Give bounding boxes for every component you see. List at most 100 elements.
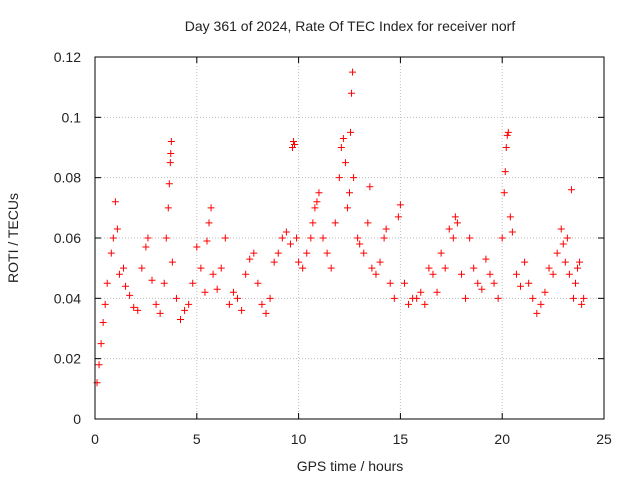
- data-point: [462, 294, 470, 302]
- data-point: [457, 270, 465, 278]
- data-point: [498, 234, 506, 242]
- data-point: [172, 294, 180, 302]
- data-point: [482, 255, 490, 263]
- data-point: [508, 228, 516, 236]
- x-tick-label: 15: [393, 431, 409, 447]
- data-point: [238, 306, 246, 314]
- data-point: [504, 128, 512, 136]
- x-tick-label: 20: [494, 431, 510, 447]
- data-point: [201, 288, 209, 296]
- data-point: [242, 270, 250, 278]
- data-point: [309, 219, 317, 227]
- y-tick-label: 0.06: [54, 230, 81, 246]
- data-point: [541, 288, 549, 296]
- data-point: [278, 234, 286, 242]
- data-point: [120, 264, 128, 272]
- data-point: [413, 294, 421, 302]
- data-point: [207, 204, 215, 212]
- data-point: [109, 234, 117, 242]
- data-point: [193, 243, 201, 251]
- data-point: [323, 249, 331, 257]
- data-point: [205, 219, 213, 227]
- data-point: [203, 237, 211, 245]
- data-point: [350, 174, 358, 182]
- data-point: [331, 219, 339, 227]
- data-point: [394, 213, 402, 221]
- data-point: [501, 168, 509, 176]
- data-point: [500, 189, 508, 197]
- data-point: [311, 204, 319, 212]
- data-point: [390, 294, 398, 302]
- data-point: [578, 300, 586, 308]
- data-point: [162, 234, 170, 242]
- data-point: [217, 264, 225, 272]
- data-point: [274, 249, 282, 257]
- data-point: [563, 234, 571, 242]
- y-tick-label: 0.08: [54, 170, 81, 186]
- data-point: [164, 204, 172, 212]
- data-point: [470, 264, 478, 272]
- data-point: [453, 219, 461, 227]
- data-point: [229, 288, 237, 296]
- data-point: [343, 204, 351, 212]
- data-point: [181, 306, 189, 314]
- data-point: [478, 285, 486, 293]
- data-point: [533, 309, 541, 317]
- data-point: [421, 300, 429, 308]
- data-point: [213, 285, 221, 293]
- chart-title: Day 361 of 2024, Rate Of TEC Index for r…: [185, 18, 516, 34]
- data-point: [148, 276, 156, 284]
- data-point: [348, 89, 356, 97]
- data-point: [349, 68, 357, 76]
- data-point: [494, 294, 502, 302]
- data-point: [266, 294, 274, 302]
- data-point: [337, 144, 345, 151]
- data-point: [122, 282, 130, 290]
- data-point: [225, 300, 233, 308]
- data-point: [293, 234, 301, 242]
- data-point: [366, 183, 374, 191]
- x-tick-label: 0: [91, 431, 99, 447]
- data-point: [115, 270, 123, 278]
- data-point: [553, 249, 561, 257]
- data-point: [138, 264, 146, 272]
- data-point: [101, 300, 109, 308]
- data-point: [525, 279, 533, 287]
- data-point: [537, 300, 545, 308]
- data-point: [576, 258, 584, 266]
- y-tick-label: 0: [73, 411, 81, 427]
- x-tick-label: 10: [291, 431, 307, 447]
- data-point: [502, 144, 510, 151]
- data-point: [503, 131, 511, 139]
- data-point: [565, 270, 573, 278]
- data-point: [254, 279, 262, 287]
- data-point: [197, 264, 205, 272]
- data-point: [185, 300, 193, 308]
- data-point: [144, 234, 152, 242]
- data-point: [451, 213, 459, 221]
- data-point: [130, 303, 138, 311]
- data-point: [167, 137, 175, 145]
- data-point: [433, 288, 441, 296]
- data-point: [569, 294, 577, 302]
- data-point: [209, 270, 217, 278]
- data-point: [126, 291, 134, 299]
- data-point: [303, 249, 311, 257]
- data-point: [372, 270, 380, 278]
- data-point: [156, 309, 164, 317]
- data-point: [327, 264, 335, 272]
- x-axis-label: GPS time / hours: [297, 458, 404, 474]
- data-points: [93, 68, 588, 387]
- data-point: [559, 240, 567, 248]
- data-point: [486, 270, 494, 278]
- data-point: [360, 249, 368, 257]
- grid-lines: [95, 57, 604, 419]
- y-tick-label: 0.02: [54, 351, 81, 367]
- data-point: [95, 361, 103, 369]
- y-axis-label: ROTI / TECUs: [5, 193, 21, 283]
- data-point: [354, 234, 362, 242]
- data-point: [313, 198, 321, 206]
- data-point: [315, 189, 323, 197]
- data-point: [290, 137, 298, 145]
- x-tick-label: 5: [193, 431, 201, 447]
